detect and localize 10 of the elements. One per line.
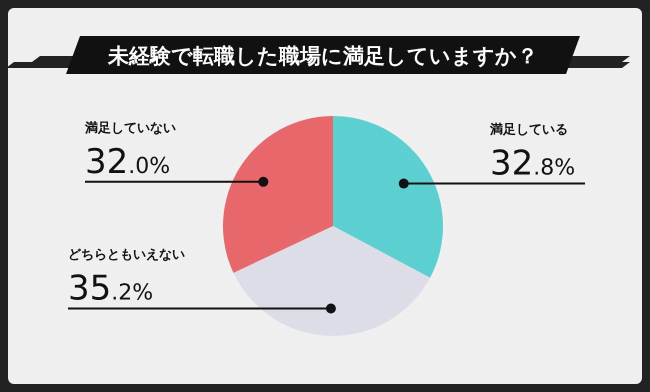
slice-label: 満足している [489, 122, 568, 138]
slice-label: 満足していない [84, 120, 176, 136]
data-label: 32.0% [85, 142, 170, 182]
data-label: 35.2% [68, 268, 154, 308]
data-label: 32.8% [490, 144, 576, 184]
slice-label: どちらともいえない [68, 247, 185, 262]
chart-title: 未経験で転職した職場に満足していますか？ [107, 44, 538, 68]
pie-slice [223, 116, 333, 273]
pie-slice [233, 226, 430, 336]
pie-slice [333, 116, 443, 278]
